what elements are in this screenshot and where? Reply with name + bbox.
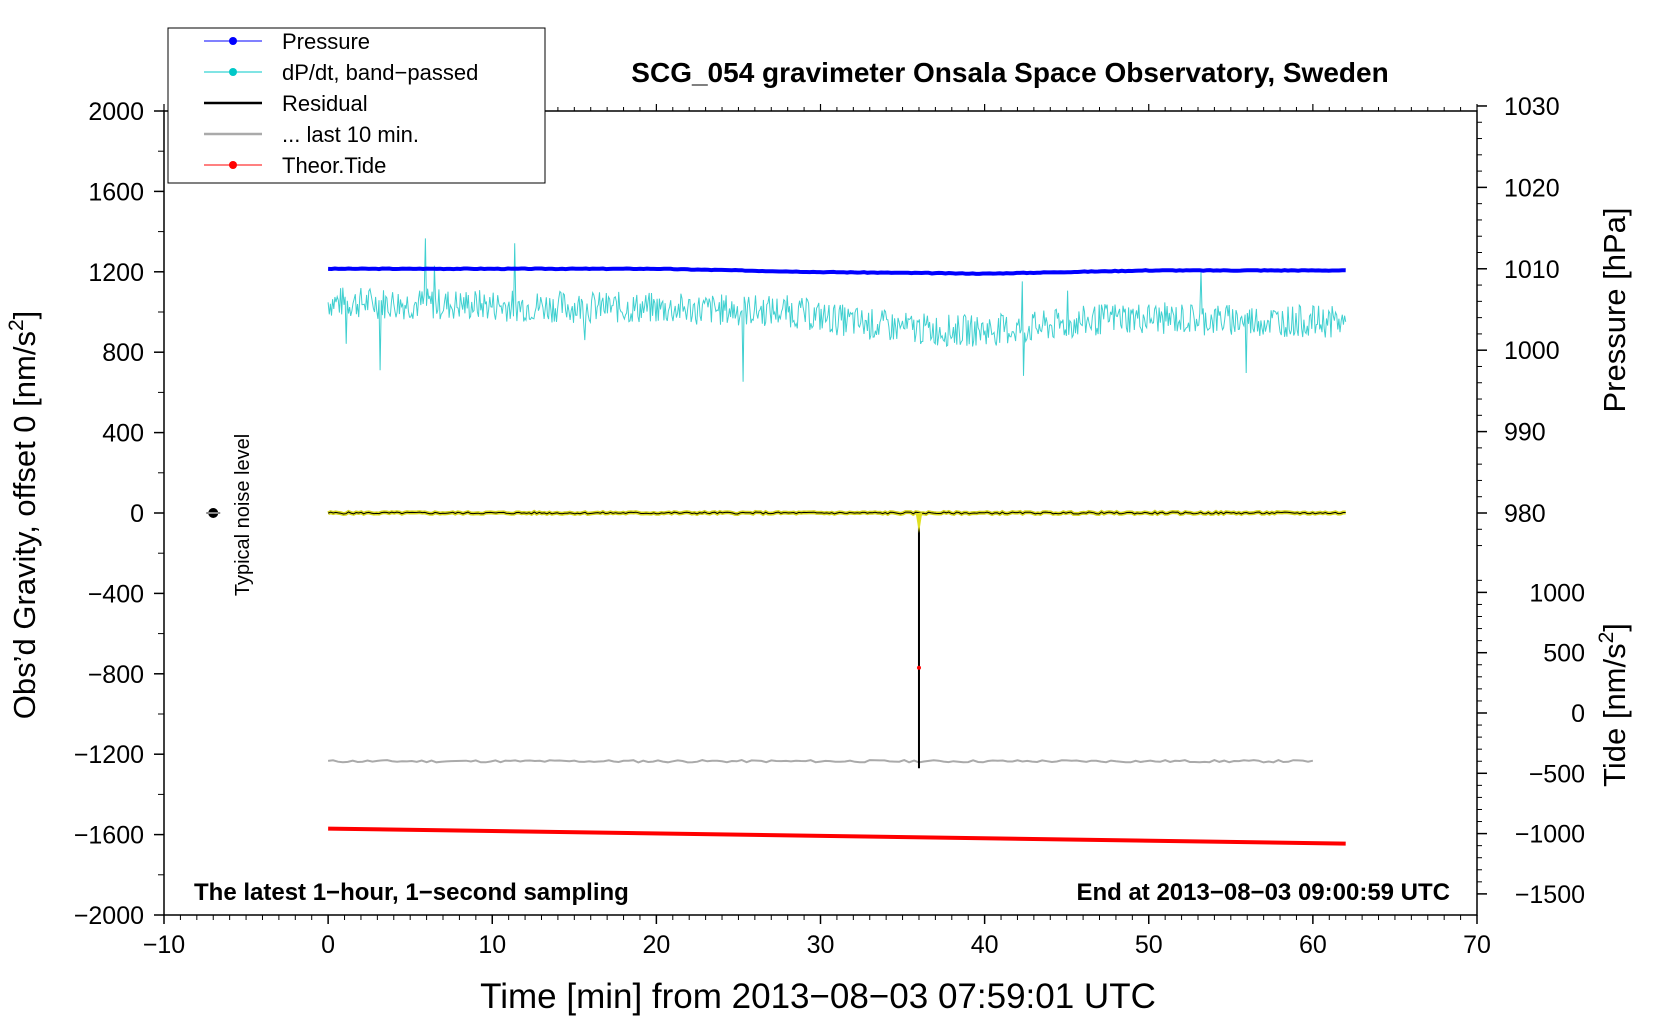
legend-box xyxy=(167,27,546,184)
y-tick-label: −800 xyxy=(88,661,144,689)
y-axis-label-tide: Tide [nm/s2] xyxy=(1595,623,1632,787)
series-residual-line xyxy=(327,511,1346,515)
y-tick-label: 0 xyxy=(130,500,144,528)
tide-tick-label: 0 xyxy=(1571,700,1585,728)
pressure-tick-label: 1010 xyxy=(1504,256,1560,284)
legend-label: dP/dt, band−passed xyxy=(282,60,478,85)
y-axis-label-tide-text: Tide [nm/s xyxy=(1597,643,1632,787)
tide-tick-label: 1000 xyxy=(1529,579,1585,607)
legend-item: Theor.Tide xyxy=(204,153,386,178)
legend-label: Residual xyxy=(282,91,368,116)
tide-tick-label: −500 xyxy=(1529,760,1585,788)
y-tick-label: 1200 xyxy=(88,259,144,287)
y-axis-label-main-sup: 2 xyxy=(5,319,28,331)
pressure-tick-label: 1030 xyxy=(1504,93,1560,121)
y-tick-label: 2000 xyxy=(88,98,144,126)
legend-label: ... last 10 min. xyxy=(282,122,419,147)
chart-title: SCG_054 gravimeter Onsala Space Observat… xyxy=(631,57,1388,88)
y-axis-label-main: Obs’d Gravity, offset 0 [nm/s2] xyxy=(5,311,42,720)
x-tick-label: 70 xyxy=(1463,931,1491,959)
legend-item: ... last 10 min. xyxy=(204,122,419,147)
axes-layer: −10 0 10 20 30 40 50 60 702000160012008004000−40… xyxy=(74,93,1585,959)
y-tick-label: −400 xyxy=(88,580,144,608)
y-tick-label: 1600 xyxy=(88,178,144,206)
y-axis-label-main-end: ] xyxy=(7,311,42,320)
series-dpdt-line xyxy=(327,238,1347,382)
tide-tick-label: −1500 xyxy=(1515,881,1585,909)
x-tick-label: 30 xyxy=(807,931,835,959)
noise-marker-label: Typical noise level xyxy=(232,434,254,596)
x-tick-label: 20 xyxy=(642,931,670,959)
tide-tick-label: 500 xyxy=(1543,640,1585,668)
x-tick-label: 10 xyxy=(478,931,506,959)
pressure-tick-label: 980 xyxy=(1504,500,1546,528)
y-tick-label: 800 xyxy=(102,339,144,367)
legend-label: Pressure xyxy=(282,29,370,54)
series-tide-line xyxy=(328,826,1346,846)
series-residual-spike-fill xyxy=(915,513,923,534)
legend: Pressure dP/dt, band−passed Residual ... la… xyxy=(167,27,546,184)
x-axis-label: Time [min] from 2013−08−03 07:59:01 UTC xyxy=(480,977,1156,1016)
series-last10-line xyxy=(327,758,1314,764)
pressure-tick-label: 1020 xyxy=(1504,174,1560,202)
x-tick-label: 60 xyxy=(1299,931,1327,959)
pressure-tick-label: 990 xyxy=(1504,419,1546,447)
x-tick-label: 50 xyxy=(1135,931,1163,959)
series-tide-point xyxy=(916,665,921,670)
x-tick-label: 40 xyxy=(971,931,999,959)
y-axis-label-tide-sup: 2 xyxy=(1595,632,1618,644)
series-pressure-line xyxy=(328,266,1346,276)
annotation-right: End at 2013−08−03 09:00:59 UTC xyxy=(1076,879,1450,906)
legend-item: Pressure xyxy=(204,29,370,54)
legend-marker xyxy=(229,161,237,169)
y-axis-label-tide-end: ] xyxy=(1597,623,1632,632)
y-tick-label: −1600 xyxy=(74,822,144,850)
annotation-left: The latest 1−hour, 1−second sampling xyxy=(194,879,629,906)
y-tick-label: 400 xyxy=(102,420,144,448)
legend-item: dP/dt, band−passed xyxy=(204,60,478,85)
legend-item: Residual xyxy=(204,91,368,116)
x-tick-label: −10 xyxy=(143,931,185,959)
legend-marker xyxy=(229,37,237,45)
x-tick-label: 0 xyxy=(321,931,335,959)
tide-tick-label: −1000 xyxy=(1515,821,1585,849)
legend-marker xyxy=(229,68,237,76)
noise-marker: Typical noise level xyxy=(206,434,254,596)
legend-label: Theor.Tide xyxy=(282,153,386,178)
y-axis-label-main-text: Obs’d Gravity, offset 0 [nm/s xyxy=(7,331,42,719)
y-tick-label: −2000 xyxy=(74,902,144,930)
series-layer xyxy=(327,238,1347,846)
y-tick-label: −1200 xyxy=(74,741,144,769)
pressure-tick-label: 1000 xyxy=(1504,337,1560,365)
y-axis-label-pressure: Pressure [hPa] xyxy=(1597,207,1632,412)
